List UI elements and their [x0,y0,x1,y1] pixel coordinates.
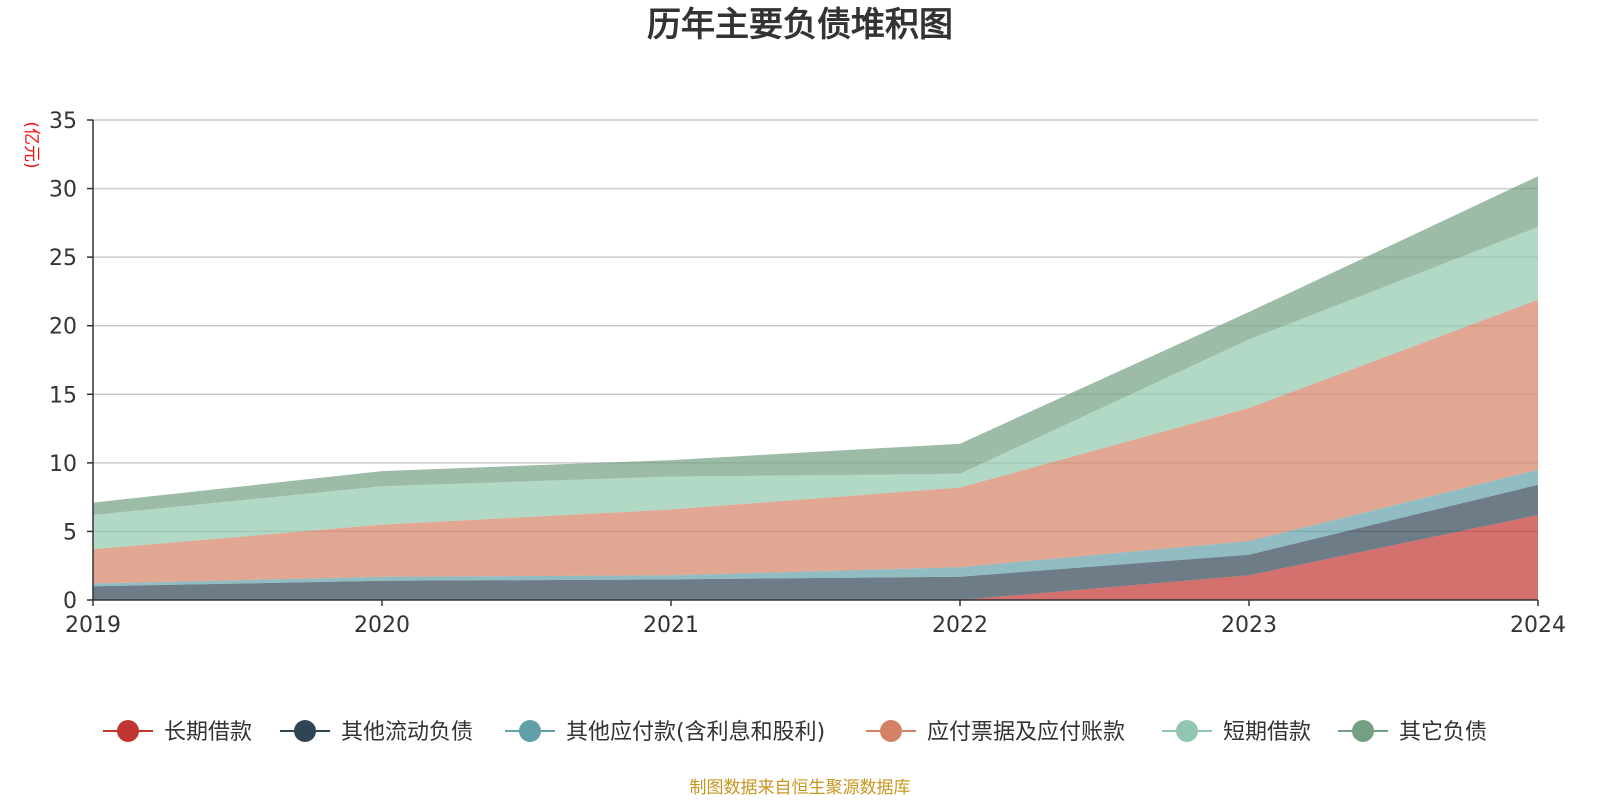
legend-item-1: 其他流动负债 [280,720,473,745]
legend-marker [1352,720,1374,742]
legend-label: 其它负债 [1399,720,1487,745]
y-tick-label: 5 [63,520,77,545]
area-series-4 [93,227,1538,550]
x-tick-label: 2023 [1221,613,1277,638]
x-tick-label: 2019 [65,613,121,638]
legend-marker [1176,720,1198,742]
legend-marker [294,720,316,742]
legend-marker [519,720,541,742]
y-tick-label: 35 [49,109,77,134]
y-tick-label: 10 [49,452,77,477]
y-tick-label: 15 [49,383,77,408]
legend-label: 其他应付款(含利息和股利) [566,720,825,745]
legend-label: 长期借款 [164,720,252,745]
source-note: 制图数据来自恒生聚源数据库 [690,778,911,798]
axes: 0 5 10 15 20 25 30 35 2019 2020 2021 2022 2023 2024 [49,109,1566,638]
legend: 长期借款 其他流动负债 其他应付款(含利息和股利) 应付票据及应付账款 短期借款 其它负债 [103,720,1487,745]
x-tick-label: 2024 [1510,613,1566,638]
legend-label: 应付票据及应付账款 [927,720,1125,745]
area-series-0 [93,515,1538,600]
legend-label: 其他流动负债 [341,720,473,745]
area-series-2 [93,469,1538,587]
legend-marker [117,720,139,742]
chart-title: 历年主要负债堆积图 [647,5,953,45]
legend-marker [880,720,902,742]
area-series-group [93,176,1538,600]
area-series-1 [93,484,1538,600]
legend-label: 短期借款 [1223,720,1311,745]
y-tick-label: 20 [49,315,77,340]
x-tick-label: 2020 [354,613,410,638]
legend-item-5: 其它负债 [1338,720,1487,745]
x-tick-label: 2021 [643,613,699,638]
area-series-3 [93,299,1538,584]
legend-item-2: 其他应付款(含利息和股利) [505,720,825,745]
legend-item-4: 短期借款 [1162,720,1311,745]
y-axis-unit-label: (亿元) [21,121,41,168]
x-tick-label: 2022 [932,613,988,638]
legend-item-3: 应付票据及应付账款 [866,720,1125,745]
y-tick-label: 0 [63,589,77,614]
legend-item-0: 长期借款 [103,720,252,745]
y-tick-label: 25 [49,246,77,271]
grid-lines [93,119,1538,533]
y-tick-label: 30 [49,178,77,203]
